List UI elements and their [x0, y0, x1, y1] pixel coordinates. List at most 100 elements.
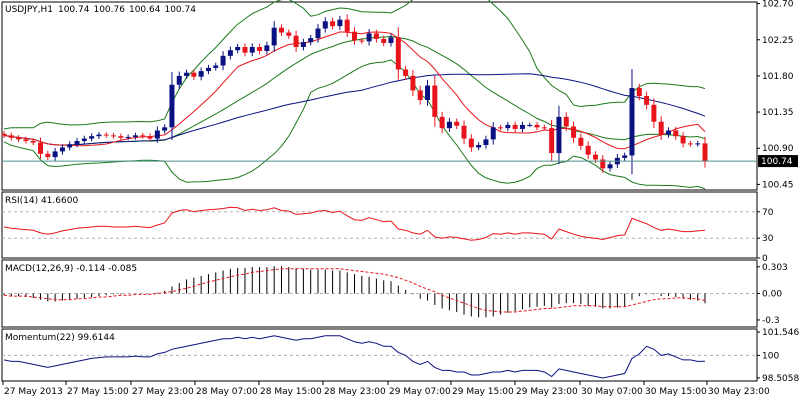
bear-candle [16, 137, 22, 140]
rsi-pane[interactable]: 70 30 0 [1, 191, 774, 264]
bull-candle [198, 71, 204, 77]
bull-candle [132, 135, 138, 137]
bear-candle [118, 136, 124, 138]
rsi-axis-tick-label: 0 [762, 254, 768, 264]
time-axis-tick-label: 28 May 07:00 [196, 387, 258, 397]
price-axis-tick-label: 100.90 [762, 144, 794, 154]
bear-candle [403, 69, 409, 76]
bull-candle [490, 127, 496, 140]
momentum-pane[interactable]: 101.5468 100 98.5058 [1, 328, 800, 384]
bear-candle [242, 46, 248, 53]
bull-candle [59, 147, 65, 152]
time-axis-tick-label: 30 May 07:00 [581, 387, 643, 397]
bear-candle [512, 124, 518, 129]
bull-candle [483, 139, 489, 146]
bear-candle [344, 19, 350, 32]
bull-candle [446, 121, 452, 129]
bear-candle [468, 138, 474, 148]
current-price-box [758, 155, 798, 168]
bull-candle [322, 21, 328, 29]
bear-candle [352, 31, 357, 41]
bear-candle [45, 153, 51, 158]
bear-candle [651, 104, 657, 122]
bull-candle [125, 136, 131, 138]
bull-candle [622, 155, 628, 158]
bear-candle [592, 154, 598, 160]
time-axis-tick-label: 29 May 23:00 [516, 387, 578, 397]
bear-candle [585, 145, 591, 155]
bear-candle [454, 121, 460, 126]
macd-signal-line [3, 268, 706, 313]
bear-candle [293, 35, 299, 47]
bear-candle [432, 85, 438, 117]
current-price-value: 100.74 [761, 157, 793, 167]
bear-candle [549, 128, 555, 154]
ohlc-low: 100.64 [129, 5, 161, 15]
bear-candle [278, 27, 284, 33]
bear-candle [636, 87, 642, 96]
bull-candle [629, 87, 635, 156]
price-pane-title: USDJPY,H1 100.74 100.76 100.64 100.74 [5, 5, 196, 15]
bear-candle [140, 135, 146, 137]
ohlc-open: 100.74 [58, 5, 90, 15]
time-axis-tick-label: 27 May 23:00 [132, 387, 194, 397]
ohlc-close: 100.74 [164, 5, 196, 15]
rsi-axis-tick-label: 70 [762, 208, 774, 218]
bull-candle [695, 143, 701, 145]
bull-candle [300, 42, 306, 47]
bear-candle [673, 130, 679, 137]
time-axis-tick-label: 30 May 23:00 [708, 387, 770, 397]
chart-title: USDJPY,H1 [5, 5, 53, 15]
bull-candle [249, 46, 255, 53]
bull-candle [264, 45, 270, 52]
price-pane[interactable]: 102.70 102.25 101.80 101.35 100.90 100.45 100.… [1, 0, 799, 191]
bull-candle [89, 136, 95, 139]
bull-candle [213, 65, 219, 68]
bear-candle [373, 33, 379, 39]
bull-candle [425, 85, 431, 101]
bull-candle [665, 130, 671, 135]
bear-candle [257, 46, 263, 52]
bear-candle [680, 136, 686, 144]
price-axis-tick-label: 101.35 [762, 108, 794, 118]
bull-candle [556, 116, 562, 154]
bear-candle [578, 137, 584, 146]
bull-candle [271, 27, 277, 46]
momentum-line [3, 335, 706, 379]
macd-pane[interactable]: 0.303 0.00 -0.3 [1, 259, 788, 328]
bull-candle [154, 130, 160, 139]
bear-candle [644, 96, 650, 105]
ohlc-high: 100.76 [93, 5, 125, 15]
macd-axis-tick-label: 0.00 [762, 290, 782, 300]
bull-candle [337, 19, 343, 27]
moving-average-slow [3, 73, 706, 146]
rsi-line [3, 206, 706, 241]
bull-candle [169, 84, 175, 128]
time-axis-tick-label: 27 May 15:00 [67, 387, 129, 397]
momentum-label: Momentum(22) 99.6144 [5, 333, 115, 343]
bull-candle [505, 124, 511, 129]
bull-candle [52, 151, 58, 158]
time-axis-tick-label: 27 May 2013 [4, 387, 63, 397]
bollinger-upper-band [3, 0, 706, 130]
bull-candle [607, 164, 613, 169]
bull-candle [315, 28, 321, 39]
bull-candle [220, 55, 226, 66]
time-axis-tick-label: 29 May 15:00 [452, 387, 514, 397]
bull-candle [527, 124, 533, 126]
bull-candle [184, 72, 190, 76]
bear-candle [571, 126, 577, 138]
bear-candle [38, 142, 44, 154]
macd-label: MACD(12,26,9) -0.114 -0.085 [5, 264, 137, 274]
time-axis-tick-label: 28 May 23:00 [324, 387, 386, 397]
rsi-axis-tick-label: 30 [762, 234, 774, 244]
bear-candle [658, 121, 664, 135]
bear-candle [600, 159, 606, 169]
bear-candle [23, 139, 29, 141]
bull-candle [227, 50, 233, 56]
macd-axis-tick-label: 0.303 [762, 263, 788, 273]
bull-candle [235, 46, 241, 51]
bear-candle [147, 136, 153, 139]
bull-candle [476, 145, 482, 148]
